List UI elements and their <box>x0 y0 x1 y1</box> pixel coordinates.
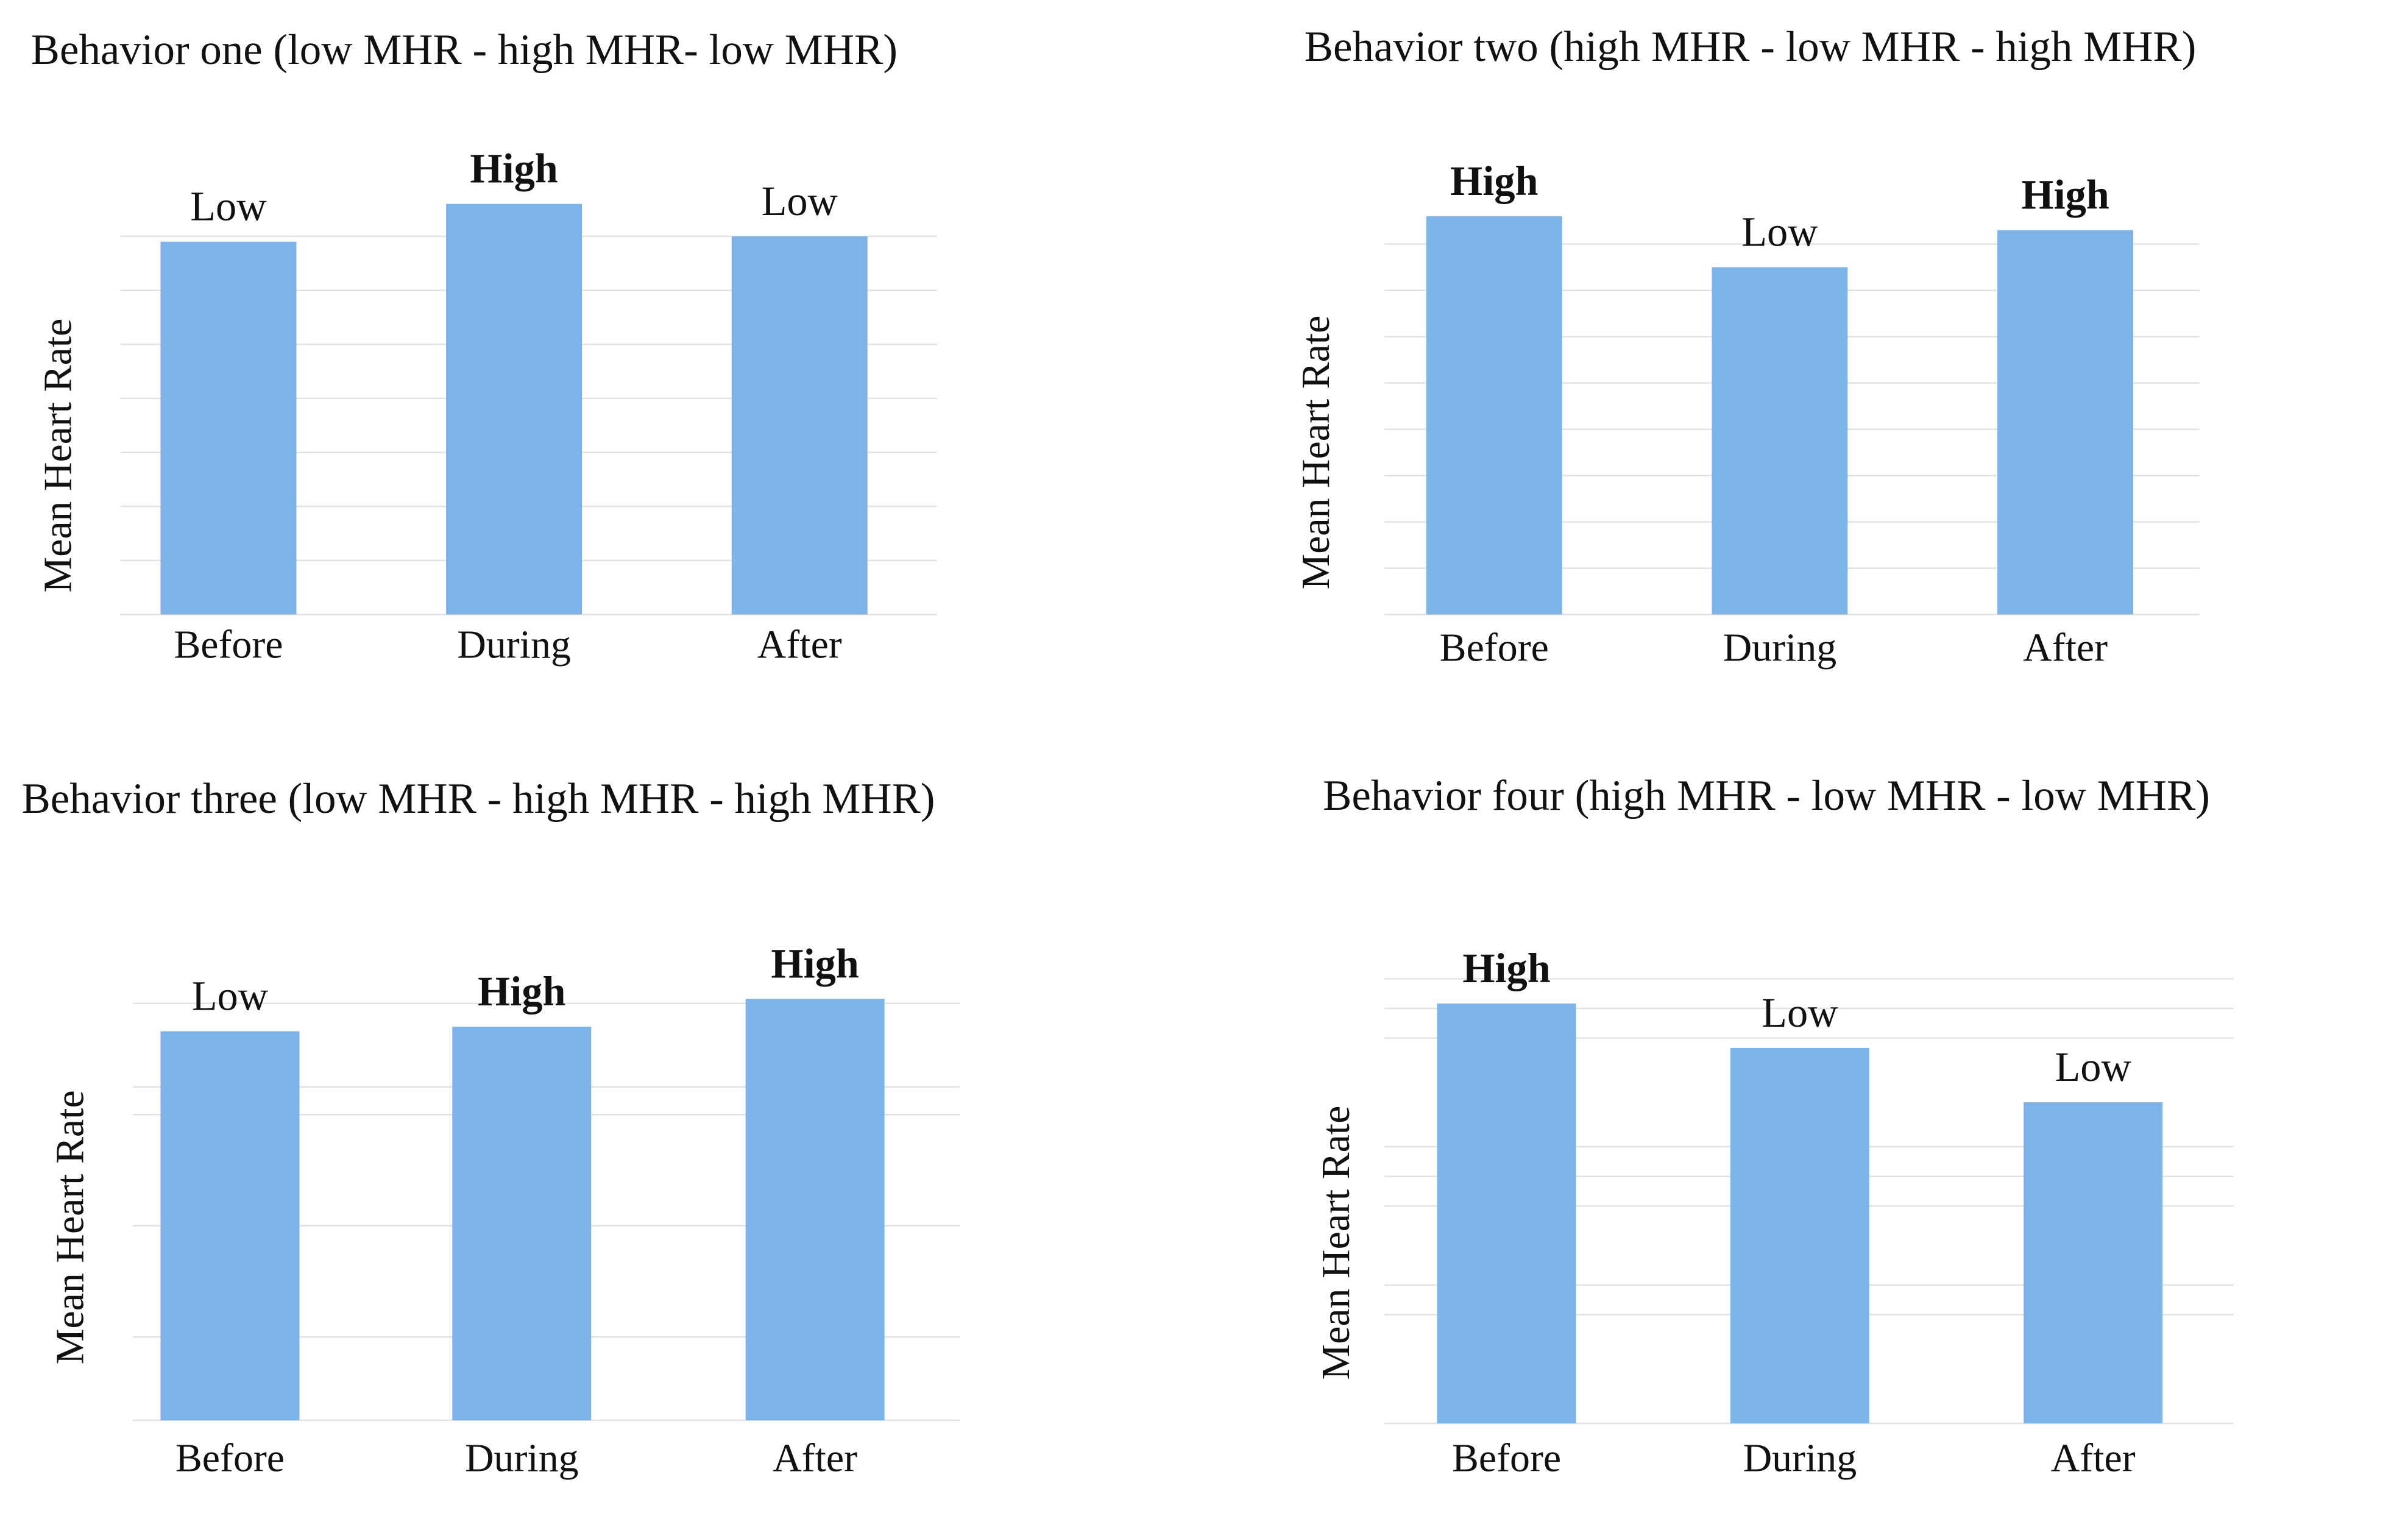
bar <box>452 1026 592 1420</box>
x-tick-label: During <box>1723 625 1837 670</box>
chart-title: Behavior one (low MHR - high MHR- low MH… <box>31 26 898 74</box>
x-tick-label: During <box>457 622 571 667</box>
bar-label: Low <box>1762 990 1838 1036</box>
bar <box>1712 267 1848 615</box>
bar-label: High <box>2021 172 2109 218</box>
chart-title: Behavior four (high MHR - low MHR - low … <box>1323 772 2210 820</box>
y-axis-label: Mean Heart Rate <box>35 319 80 593</box>
bar <box>1437 1003 1576 1423</box>
x-tick-label: Before <box>174 622 283 667</box>
x-tick-label: During <box>465 1436 579 1480</box>
chart-title: Behavior three (low MHR - high MHR - hig… <box>21 775 935 823</box>
bar-label: High <box>478 968 565 1015</box>
x-tick-label: Before <box>1440 625 1549 670</box>
bar-label: High <box>1450 158 1538 204</box>
bar <box>1426 216 1562 615</box>
x-tick-label: During <box>1743 1436 1857 1480</box>
bar <box>1997 230 2134 615</box>
bar <box>1730 1047 1869 1423</box>
bar-label: Low <box>762 178 838 224</box>
bar-label: Low <box>1741 209 1818 255</box>
x-tick-label: After <box>2051 1436 2136 1480</box>
y-axis-label: Mean Heart Rate <box>1294 316 1338 590</box>
bar <box>731 236 868 615</box>
bar <box>2024 1102 2163 1423</box>
x-tick-label: Before <box>1452 1436 1561 1480</box>
bar <box>160 241 297 615</box>
chart-title: Behavior two (high MHR - low MHR - high … <box>1305 23 2197 71</box>
bar-label: High <box>1462 945 1550 991</box>
bar-label: High <box>771 940 859 986</box>
bar-label: Low <box>2055 1044 2132 1090</box>
bar <box>160 1031 300 1420</box>
x-tick-label: After <box>757 622 842 667</box>
bar-label: Low <box>190 183 267 230</box>
x-tick-label: Before <box>175 1436 285 1480</box>
bar <box>745 999 885 1420</box>
x-tick-label: After <box>2023 625 2108 670</box>
y-axis-label: Mean Heart Rate <box>1314 1106 1358 1380</box>
bar <box>446 204 583 615</box>
y-axis-label: Mean Heart Rate <box>48 1090 93 1364</box>
bar-label: High <box>470 146 558 192</box>
bar-label: Low <box>192 973 269 1019</box>
x-tick-label: After <box>773 1436 857 1480</box>
